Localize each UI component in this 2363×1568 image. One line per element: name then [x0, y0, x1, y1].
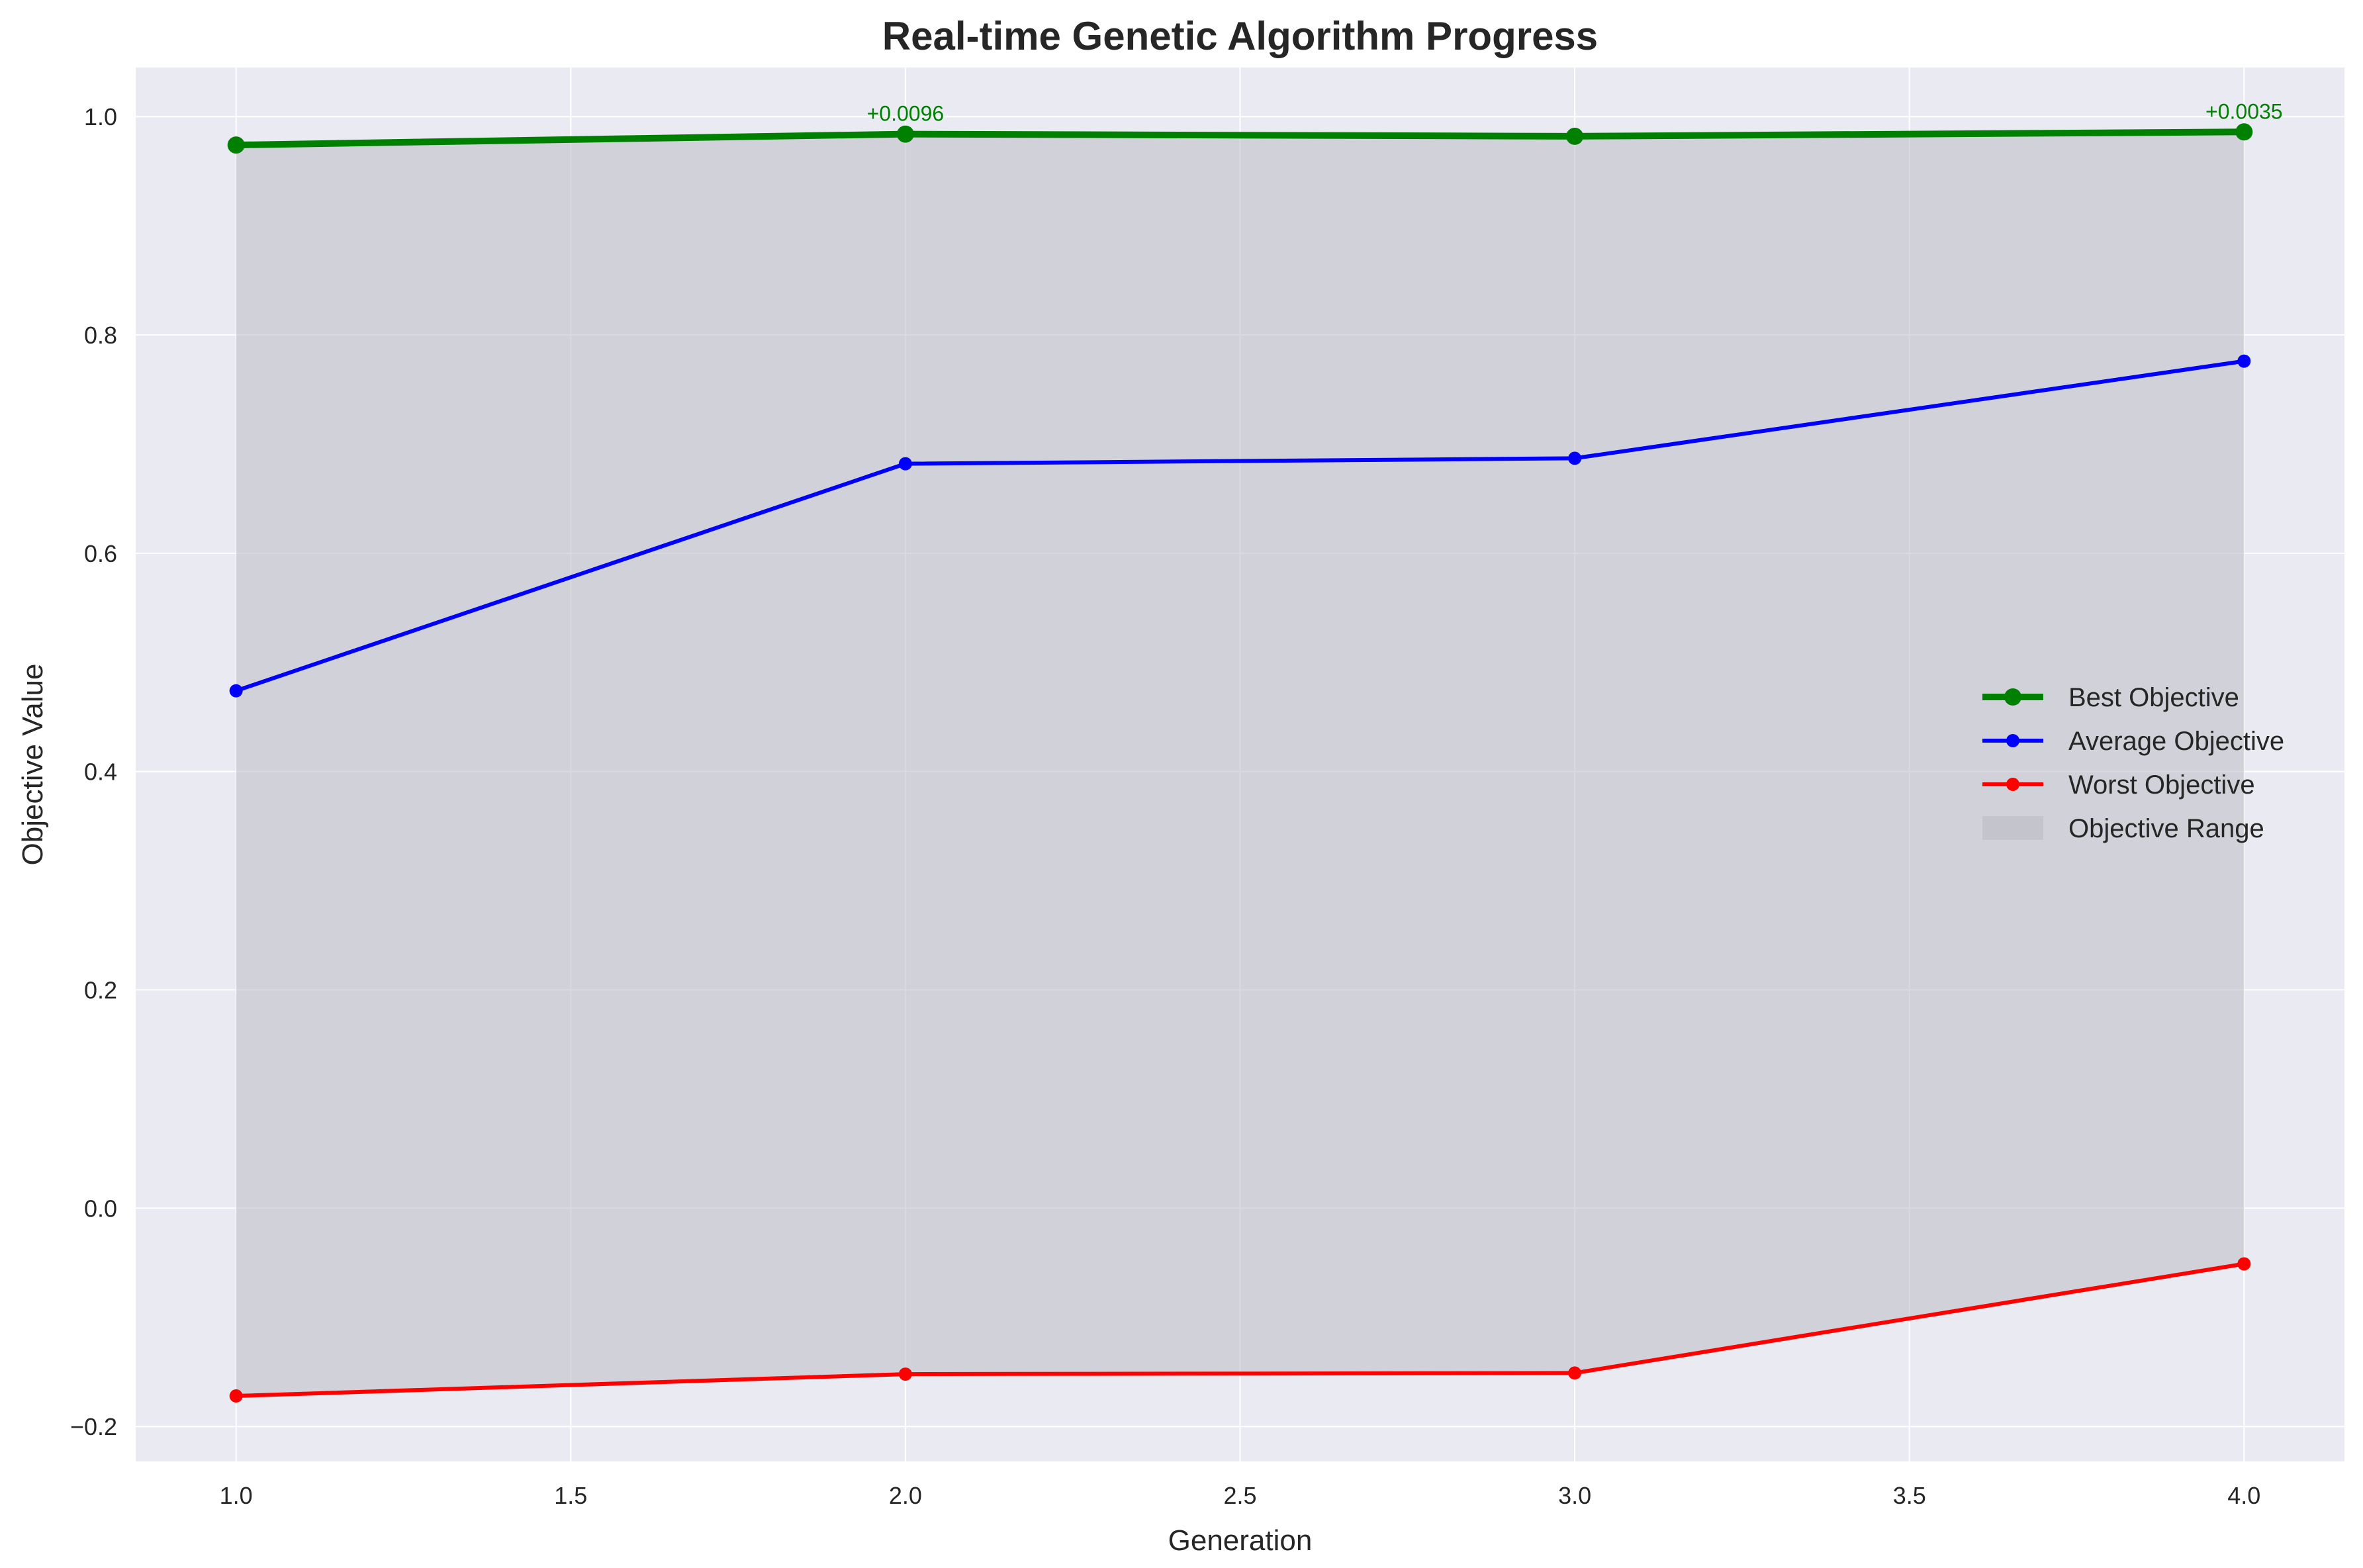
x-axis-label: Generation	[1168, 1524, 1313, 1557]
y-tick-label: 0.4	[84, 759, 117, 786]
x-tick-label: 3.5	[1893, 1482, 1926, 1509]
legend-label: Average Objective	[2068, 727, 2284, 756]
y-axis-ticks: −0.2 0.0 0.2 0.4 0.6 0.8 1.0	[70, 103, 117, 1440]
legend-label: Objective Range	[2068, 814, 2264, 843]
x-tick-label: 1.0	[220, 1482, 253, 1509]
average-objective-point	[1568, 451, 1582, 465]
y-tick-label: 1.0	[84, 103, 117, 130]
best-objective-point	[2235, 123, 2253, 141]
average-objective-line	[235, 359, 2245, 693]
x-tick-label: 1.5	[554, 1482, 587, 1509]
chart-title: Real-time Genetic Algorithm Progress	[882, 14, 1598, 58]
y-tick-label: 0.6	[84, 540, 117, 567]
worst-objective-point	[2237, 1257, 2251, 1271]
best-objective-point	[1566, 127, 1584, 145]
objective-range-legend-swatch	[1982, 816, 2043, 840]
legend: Best Objective Average Objective Worst Obj…	[1982, 683, 2284, 843]
average-objective-point	[229, 684, 243, 698]
best-objective-line	[236, 128, 2245, 149]
average-objective-point	[2237, 354, 2251, 368]
improvement-annotation: +0.0035	[2205, 99, 2283, 123]
worst-objective-legend-marker	[2006, 778, 2019, 791]
worst-objective-line	[236, 1262, 2245, 1399]
worst-objective-point	[229, 1389, 243, 1403]
legend-label: Worst Objective	[2068, 770, 2255, 800]
series-group	[227, 123, 2253, 1403]
best-objective-point	[896, 125, 914, 143]
improvement-annotation: +0.0096	[867, 102, 945, 126]
average-objective-point	[898, 457, 912, 471]
best-objective-legend-marker	[2004, 688, 2021, 706]
average-objective-legend-marker	[2006, 734, 2019, 747]
legend-label: Best Objective	[2068, 683, 2239, 712]
annotations: +0.0096 +0.0035	[867, 99, 2283, 125]
best-objective-point	[227, 136, 245, 154]
x-axis-ticks: 1.0 1.5 2.0 2.5 3.0 3.5 4.0	[220, 1482, 2261, 1509]
x-tick-label: 2.0	[889, 1482, 922, 1509]
worst-objective-point	[898, 1367, 912, 1381]
y-tick-label: 0.2	[84, 977, 117, 1004]
objective-range-band	[236, 132, 2245, 1397]
y-tick-label: 0.0	[84, 1195, 117, 1222]
y-tick-label: −0.2	[70, 1413, 117, 1440]
x-tick-label: 3.0	[1558, 1482, 1591, 1509]
y-axis-label: Objective Value	[17, 664, 49, 866]
x-tick-label: 4.0	[2227, 1482, 2260, 1509]
x-tick-label: 2.5	[1223, 1482, 1256, 1509]
y-tick-label: 0.8	[84, 322, 117, 349]
objective-range-area	[236, 132, 2245, 1397]
worst-objective-point	[1568, 1366, 1582, 1380]
